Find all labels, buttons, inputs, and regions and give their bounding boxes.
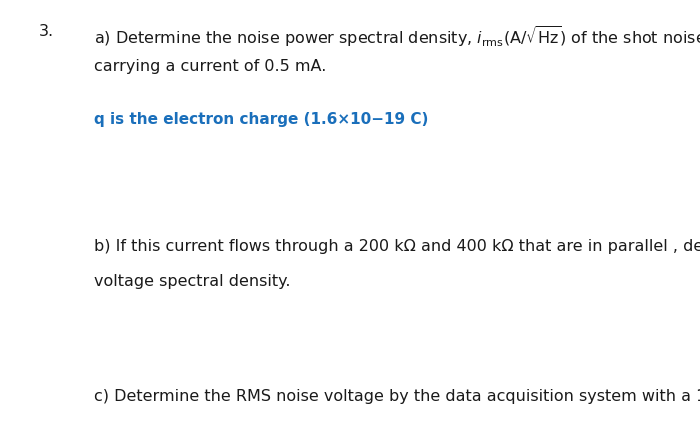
Text: a) Determine the noise power spectral density, $i_{\mathregular{rms}}$(A/$\mathr: a) Determine the noise power spectral de… — [94, 24, 700, 49]
Text: 3.: 3. — [38, 24, 54, 39]
Text: carrying a current of 0.5 mA.: carrying a current of 0.5 mA. — [94, 59, 327, 74]
Text: c) Determine the RMS noise voltage by the data acquisition system with a 100Khz : c) Determine the RMS noise voltage by th… — [94, 388, 700, 403]
Text: b) If this current flows through a 200 kΩ and 400 kΩ that are in parallel , dete: b) If this current flows through a 200 k… — [94, 239, 700, 254]
Text: q is the electron charge (1.6×10−19 C): q is the electron charge (1.6×10−19 C) — [94, 112, 429, 127]
Text: voltage spectral density.: voltage spectral density. — [94, 274, 291, 289]
